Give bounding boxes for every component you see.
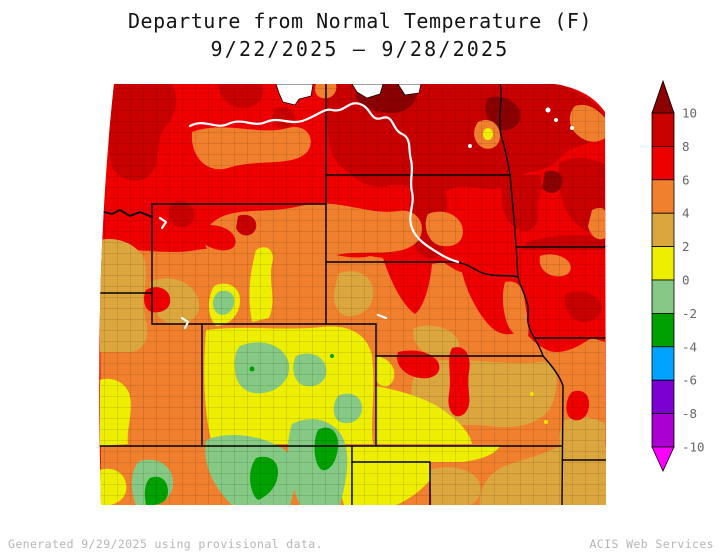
colorbar-tick-label: -2 [682,306,697,321]
page-title: Departure from Normal Temperature (F) [127,9,593,33]
colorbar-arrow-above [651,79,675,114]
colorbar-segment [651,279,675,314]
colorbar-tick-label: -6 [682,373,697,388]
colorbar-segment [651,112,675,147]
footer-generated-note: Generated 9/29/2025 using provisional da… [8,537,323,551]
rivers [158,102,460,330]
state-borders [99,84,607,505]
anomaly-color-field [99,84,607,505]
colorbar-tick-label: 2 [682,239,690,254]
colorbar-tick-label: 0 [682,273,690,288]
colorbar-tick-label: 10 [682,106,697,121]
colorbar-segment [651,212,675,247]
lakes [468,107,574,148]
colorbar-tick-label: 8 [682,139,690,154]
color-scale-legend: 10 8 6 4 2 0 -2 -4 -6 -8 -10 [651,79,705,472]
no-data-notches [275,84,422,106]
colorbar-segment [651,379,675,415]
footer-service-credit: ACIS Web Services [589,537,714,551]
colorbar-tick-label: -4 [682,339,697,354]
colorbar-segment [651,413,675,448]
colorbar-segment [651,146,675,181]
county-lines-texture [99,84,607,505]
colorbar-tick-label: -10 [682,440,705,455]
colorbar-arrow-below [651,446,675,472]
colorbar-tick-label: 6 [682,172,690,187]
colorbar-tick-label: -8 [682,406,697,421]
date-range-subtitle: 9/22/2025 – 9/28/2025 [210,37,510,61]
colorbar-segment [651,346,675,381]
colorbar-segment [651,312,675,348]
colorbar-segment [651,246,675,281]
colorbar-segment [651,179,675,214]
colorbar-tick-label: 4 [682,206,690,221]
